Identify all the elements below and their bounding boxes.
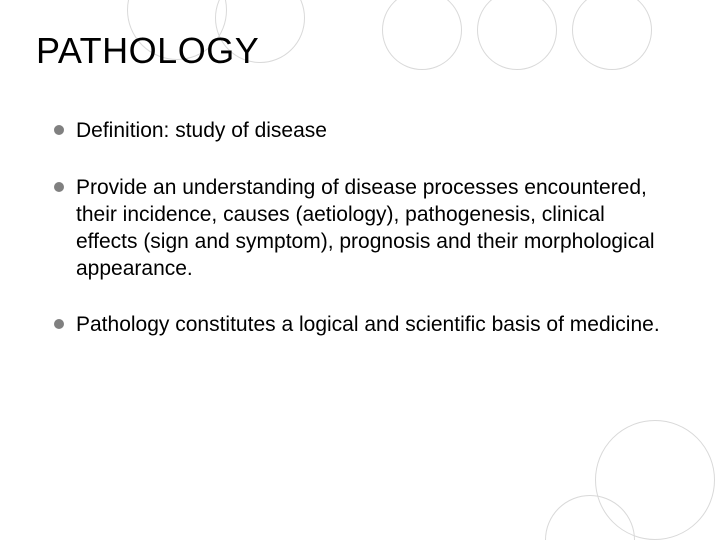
bullet-item: Definition: study of disease [54, 118, 664, 145]
decorative-circle [572, 0, 652, 70]
bullet-item: Provide an understanding of disease proc… [54, 175, 664, 283]
slide-title: PATHOLOGY [36, 30, 259, 72]
decorative-circle [545, 495, 635, 540]
bullet-text: Pathology constitutes a logical and scie… [76, 312, 664, 339]
bullet-marker-icon [54, 182, 64, 192]
decorative-circle [382, 0, 462, 70]
decorative-circle [595, 420, 715, 540]
bullet-text: Definition: study of disease [76, 118, 664, 145]
bullet-item: Pathology constitutes a logical and scie… [54, 312, 664, 339]
decorative-circle [477, 0, 557, 70]
bullet-list: Definition: study of disease Provide an u… [54, 118, 664, 369]
bullet-marker-icon [54, 319, 64, 329]
bullet-text: Provide an understanding of disease proc… [76, 175, 664, 283]
bullet-marker-icon [54, 125, 64, 135]
